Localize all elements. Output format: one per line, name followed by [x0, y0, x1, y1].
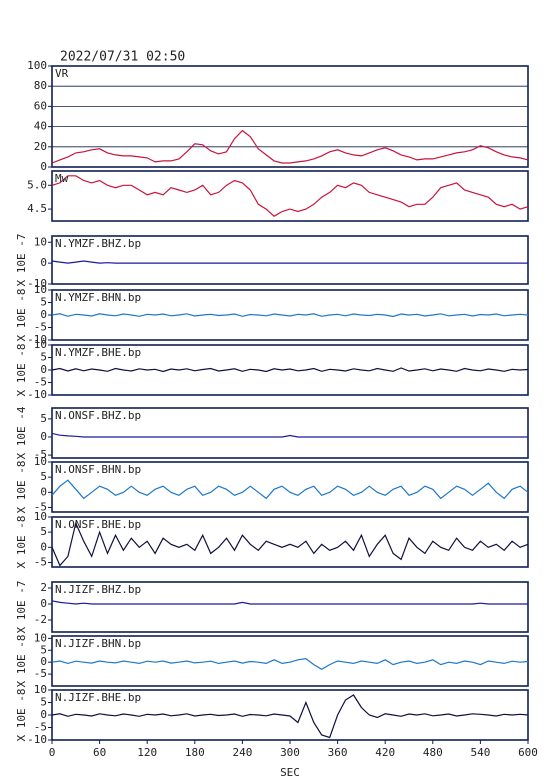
- y-tick-label: 0: [40, 430, 47, 443]
- y-tick-label: -5: [34, 448, 47, 461]
- y-tick-label: -5: [34, 321, 47, 334]
- chart-title: 2022/07/31 02:50: [60, 50, 185, 65]
- series-line: [51, 129, 529, 164]
- panel-frame: [51, 516, 529, 568]
- x-tick-label: 600: [518, 746, 538, 759]
- y-axis-label: X 10E -4: [15, 406, 28, 459]
- y-tick-label: 0: [40, 363, 47, 376]
- y-tick-label: 0: [40, 256, 47, 269]
- y-tick-label: -5: [34, 667, 47, 680]
- x-tick-label: 240: [232, 746, 252, 759]
- series-line: [51, 432, 528, 438]
- y-tick-label: 4.5: [27, 202, 47, 215]
- y-tick-label: 0: [40, 708, 47, 721]
- panel-name: N.ONSF.BHN.bp: [55, 463, 141, 476]
- y-tick-label: 5: [40, 412, 47, 425]
- y-tick-label: 10: [34, 338, 47, 351]
- panel-frame: [51, 170, 529, 222]
- panel-frame: [51, 65, 529, 168]
- panel-name: N.ONSF.BHE.bp: [55, 518, 141, 531]
- y-tick-label: -5: [34, 555, 47, 568]
- y-tick-label: 5: [40, 351, 47, 364]
- y-axis-label: X 10E -8: [15, 461, 28, 514]
- y-axis-label: X 10E -7: [15, 581, 28, 634]
- x-tick-label: 60: [93, 746, 106, 759]
- x-tick-label: 120: [137, 746, 157, 759]
- panel-frame: [51, 461, 529, 513]
- panel-name: N.ONSF.BHZ.bp: [55, 409, 141, 422]
- series-line: [51, 260, 528, 264]
- panel-name: Mw: [55, 172, 69, 185]
- y-tick-label: 5: [40, 525, 47, 538]
- y-tick-label: 5.0: [27, 178, 47, 191]
- y-axis-label: X 10E -8: [15, 689, 28, 742]
- panel-name: N.YMZF.BHZ.bp: [55, 237, 141, 250]
- x-tick-label: 180: [185, 746, 205, 759]
- panel-name: N.JIZF.BHZ.bp: [55, 583, 141, 596]
- series-line: [51, 313, 529, 318]
- y-tick-label: 10: [34, 510, 47, 523]
- x-tick-label: 540: [470, 746, 490, 759]
- panel-name: N.JIZF.BHE.bp: [55, 691, 141, 704]
- y-tick-label: 40: [34, 120, 47, 133]
- y-tick-label: 10: [34, 235, 47, 248]
- panel-frame: [51, 635, 529, 687]
- series-line: [51, 479, 529, 500]
- x-tick-label: 0: [49, 746, 56, 759]
- y-tick-label: 0: [40, 485, 47, 498]
- panel-frame: [51, 407, 529, 459]
- series-line: [51, 521, 529, 567]
- y-tick-label: 0: [40, 160, 47, 173]
- y-tick-label: -10: [27, 388, 47, 401]
- panel-name: N.YMZF.BHE.bp: [55, 346, 141, 359]
- y-tick-label: -10: [27, 277, 47, 290]
- y-tick-label: 5: [40, 643, 47, 656]
- panel-name: N.JIZF.BHN.bp: [55, 637, 141, 650]
- series-line: [51, 175, 529, 217]
- y-tick-label: -10: [27, 333, 47, 346]
- y-tick-label: 60: [34, 99, 47, 112]
- x-tick-label: 300: [280, 746, 300, 759]
- y-tick-label: 10: [34, 631, 47, 644]
- y-tick-label: -2: [34, 613, 47, 626]
- x-tick-label: 420: [375, 746, 395, 759]
- panel-frame: [51, 235, 529, 285]
- panel-name: VR: [55, 67, 69, 80]
- y-tick-label: -5: [34, 500, 47, 513]
- y-tick-label: 80: [34, 79, 47, 92]
- y-tick-label: 5: [40, 470, 47, 483]
- y-tick-label: 0: [40, 597, 47, 610]
- y-tick-label: -5: [34, 721, 47, 734]
- series-line: [51, 694, 529, 739]
- x-axis-label: SEC: [280, 766, 300, 779]
- series-line: [51, 657, 529, 670]
- y-tick-label: 0: [40, 308, 47, 321]
- y-tick-label: 10: [34, 283, 47, 296]
- y-tick-label: 0: [40, 540, 47, 553]
- y-tick-label: 20: [34, 140, 47, 153]
- series-line: [51, 600, 528, 605]
- y-tick-label: 5: [40, 296, 47, 309]
- y-tick-label: 10: [34, 683, 47, 696]
- y-axis-label: X 10E -8: [15, 516, 28, 569]
- y-tick-label: 5: [40, 696, 47, 709]
- y-tick-label: 2: [40, 581, 47, 594]
- y-axis-label: X 10E -8: [15, 289, 28, 342]
- x-tick-label: 480: [423, 746, 443, 759]
- y-axis-label: X 10E -8: [15, 635, 28, 688]
- y-axis-label: X 10E -8: [15, 344, 28, 397]
- panel-name: N.YMZF.BHN.bp: [55, 291, 141, 304]
- x-tick-label: 360: [328, 746, 348, 759]
- y-axis-label: X 10E -7: [15, 234, 28, 287]
- y-tick-label: 0: [40, 655, 47, 668]
- series-line: [51, 367, 529, 373]
- panel-frame: [51, 581, 529, 633]
- y-tick-label: -10: [27, 733, 47, 746]
- y-tick-label: 10: [34, 455, 47, 468]
- y-tick-label: 100: [27, 59, 47, 72]
- y-tick-label: -5: [34, 376, 47, 389]
